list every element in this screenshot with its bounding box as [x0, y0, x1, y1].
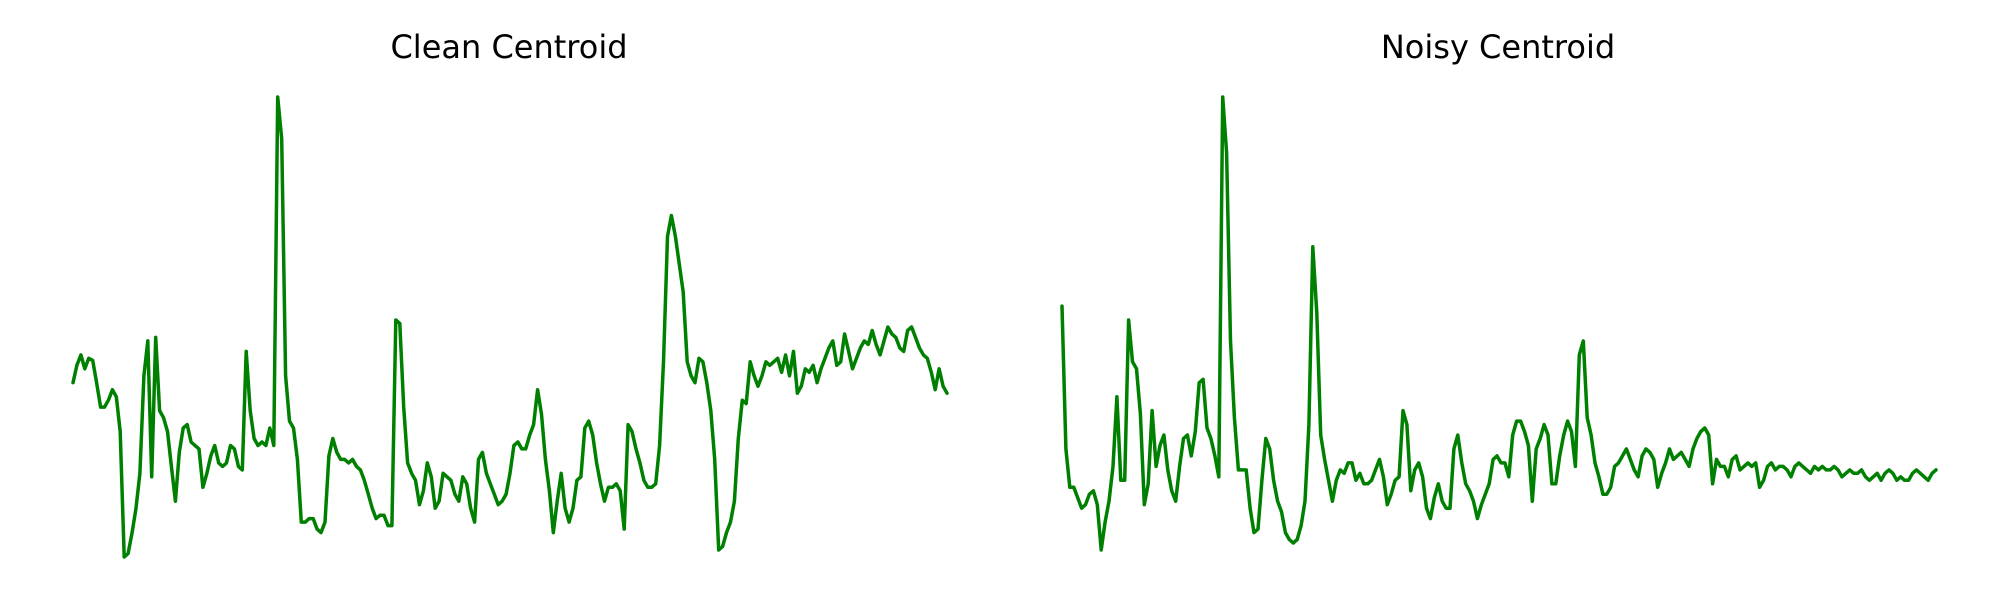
- noisy-centroid-plot-area: [1060, 95, 1938, 552]
- noisy-centroid-title: Noisy Centroid: [1381, 28, 1615, 66]
- noisy-centroid-chart: Noisy Centroid: [1060, 28, 1938, 552]
- clean-centroid-chart: Clean Centroid: [71, 28, 949, 559]
- series-line-0: [71, 95, 949, 559]
- clean-centroid-plot-area: [71, 95, 949, 559]
- clean-centroid-title: Clean Centroid: [390, 28, 627, 66]
- series-line-0: [1060, 95, 1938, 552]
